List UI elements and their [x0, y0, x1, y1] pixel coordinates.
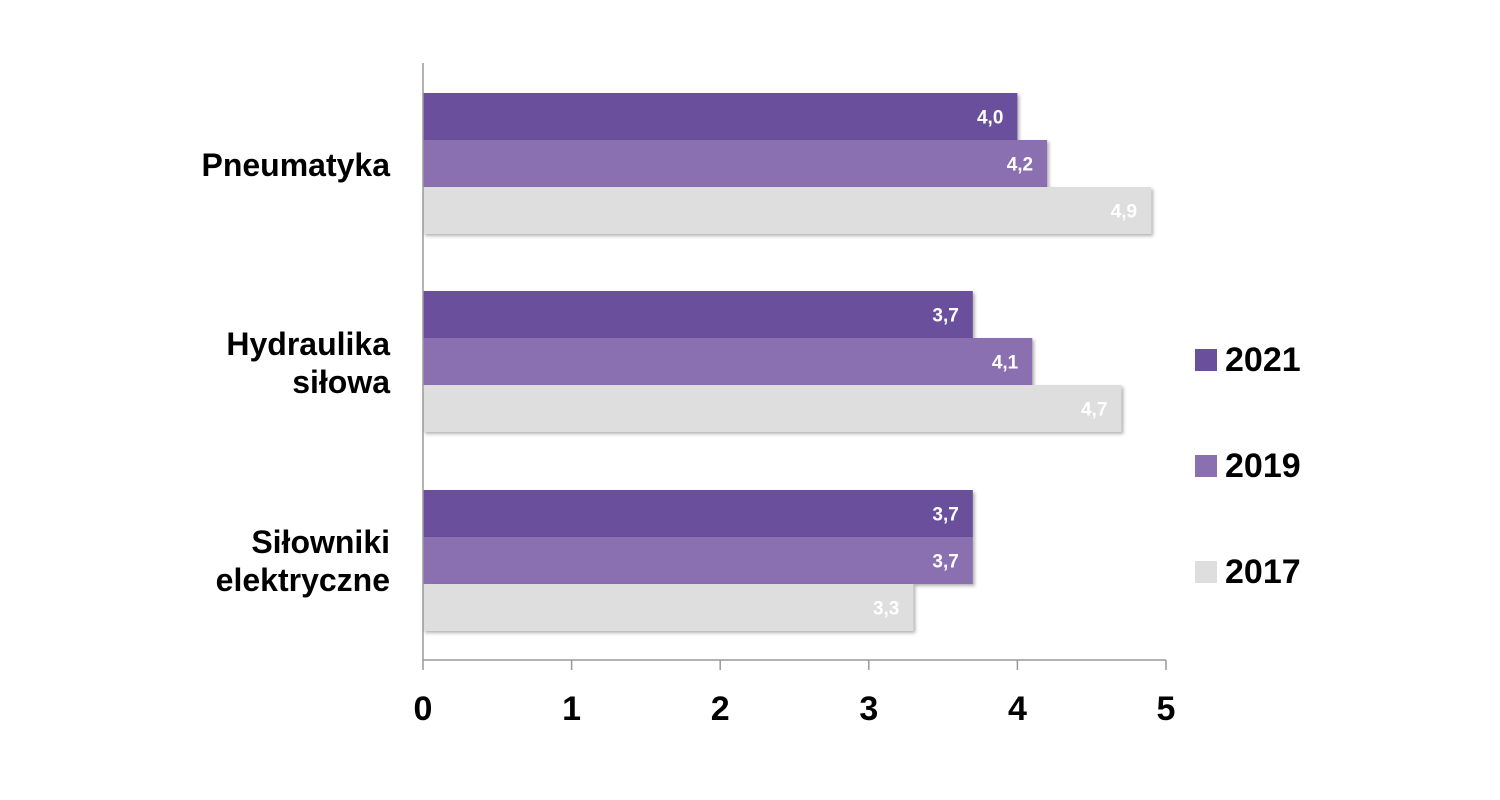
x-tick-label: 3: [859, 690, 878, 728]
legend-item: 2017: [1195, 552, 1301, 592]
legend-swatch: [1195, 349, 1217, 371]
x-tick-label: 2: [711, 690, 730, 728]
x-tick-label: 5: [1157, 690, 1176, 728]
legend-item: 2021: [1195, 340, 1301, 380]
bar-2017-2: [423, 584, 914, 631]
x-tick-label: 4: [1008, 690, 1027, 728]
bar-2019-2: [423, 537, 973, 584]
category-label: Siłowniki elektryczne: [215, 524, 390, 598]
bar-2021-1: [423, 291, 973, 338]
bar-2019-0: [423, 140, 1048, 187]
data-label: 4,0: [977, 108, 1003, 129]
bar-2021-0: [423, 93, 1018, 140]
bar-2017-1: [423, 385, 1122, 432]
bar-2019-1: [423, 338, 1033, 385]
category-label: Pneumatyka: [201, 147, 390, 183]
x-tick-label: 1: [562, 690, 581, 728]
legend-label: 2021: [1225, 340, 1301, 379]
data-label: 3,7: [932, 306, 958, 327]
x-tick-label: 0: [414, 690, 433, 728]
bar-2021-2: [423, 490, 973, 537]
data-label: 3,7: [932, 552, 958, 573]
legend-swatch: [1195, 455, 1217, 477]
data-label: 3,7: [932, 505, 958, 526]
legend-label: 2019: [1225, 446, 1301, 485]
data-label: 4,9: [1111, 202, 1137, 223]
data-label: 3,3: [873, 599, 899, 620]
legend-item: 2019: [1195, 446, 1301, 486]
legend-swatch: [1195, 561, 1217, 583]
data-label: 4,2: [1007, 155, 1033, 176]
category-label: Hydraulika siłowa: [226, 326, 390, 400]
bar-2017-0: [423, 187, 1152, 234]
data-label: 4,7: [1081, 400, 1107, 421]
legend-label: 2017: [1225, 552, 1301, 591]
data-label: 4,1: [992, 353, 1019, 374]
